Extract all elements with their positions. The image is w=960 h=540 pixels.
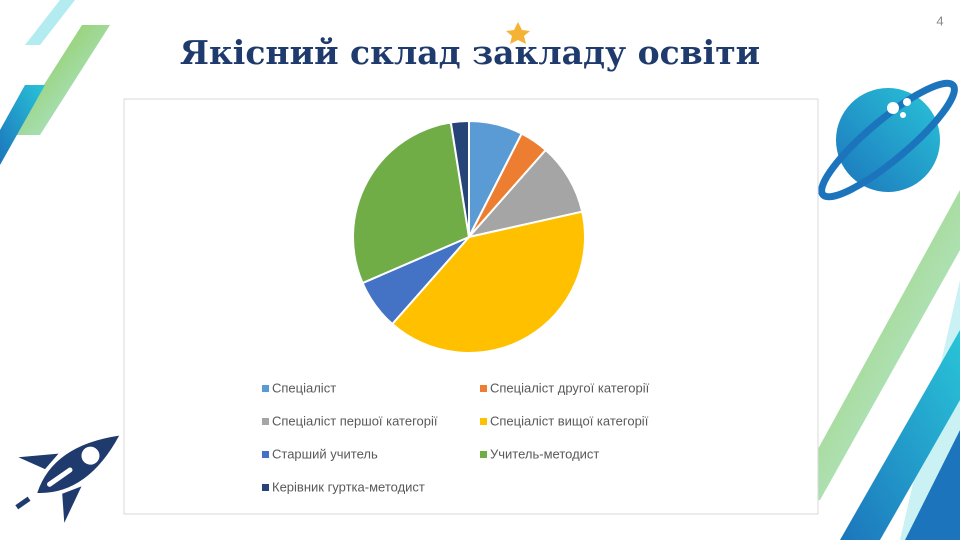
- legend-label: Спеціаліст другої категорії: [490, 380, 650, 395]
- legend-swatch: [480, 451, 487, 458]
- legend-label: Керівник гуртка-методист: [272, 479, 425, 494]
- pie-slice: [352, 121, 471, 285]
- decor: [25, 0, 75, 45]
- legend-label: Учитель-методист: [490, 446, 599, 461]
- decor: [840, 330, 960, 540]
- legend-label: Старший учитель: [272, 446, 378, 461]
- legend-swatch: [262, 451, 269, 458]
- decor: [12, 25, 110, 135]
- legend-swatch: [480, 385, 487, 392]
- star: [506, 22, 530, 44]
- planet: [836, 88, 940, 192]
- planet-ring: [818, 79, 958, 201]
- legend-swatch: [262, 418, 269, 425]
- decor: [905, 430, 960, 540]
- legend-swatch: [262, 385, 269, 392]
- legend-label: Спеціаліст вищої категорії: [490, 413, 649, 428]
- pie-slice: [466, 148, 584, 239]
- rocket: [15, 435, 120, 523]
- planet-dot: [903, 98, 911, 106]
- page-number: 4: [936, 13, 943, 28]
- legend-label: Спеціаліст першої категорії: [272, 413, 438, 428]
- planet-dot: [900, 112, 906, 118]
- pie-slice: [390, 210, 586, 354]
- pie-slice: [449, 119, 470, 238]
- chart-title: Якісний склад закладу освіти: [180, 33, 760, 72]
- legend-label: Спеціаліст: [272, 380, 336, 395]
- decor: [0, 85, 45, 165]
- legend-swatch: [262, 484, 269, 491]
- planet-dot: [887, 102, 899, 114]
- legend-swatch: [480, 418, 487, 425]
- decor: [790, 190, 960, 500]
